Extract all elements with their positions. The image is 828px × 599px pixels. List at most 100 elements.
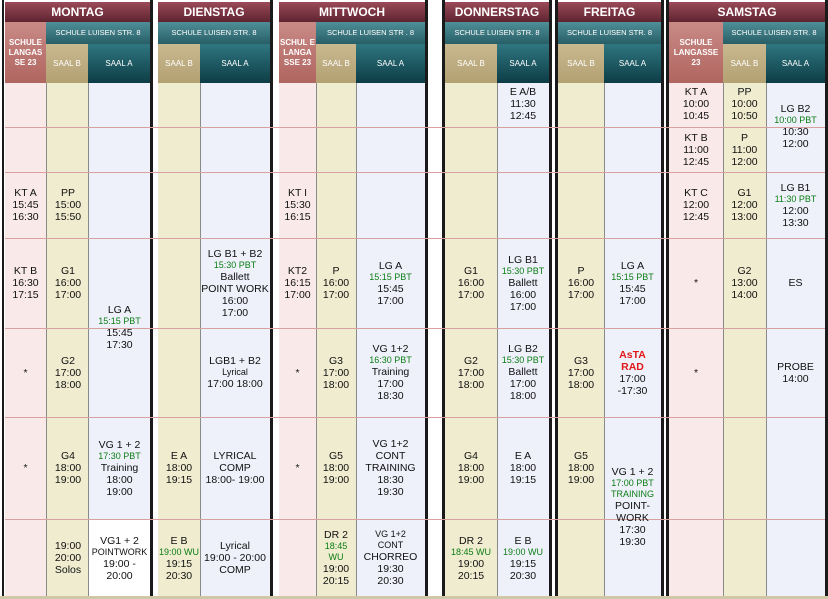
- entry-title: DR 2: [324, 529, 348, 541]
- schule-langasse-header: SCHUL E LANGA SSE 23: [279, 22, 316, 83]
- entry-text: 17:00: [509, 300, 537, 313]
- schedule-entry: E A 18:00 19:15: [158, 417, 200, 519]
- entry-text: 17:00: [377, 378, 404, 390]
- schule-langasse-column: SCHUL E LANGA SSE 23: [279, 22, 316, 597]
- entry-text: 18:00- 19:00: [205, 474, 265, 486]
- entry-title: LG B1: [508, 253, 538, 266]
- schedule-entry: *: [279, 417, 316, 519]
- entry-text: 10:30: [782, 126, 809, 138]
- entry-text: 19:00: [457, 474, 485, 486]
- entry-text: 11:00: [731, 143, 758, 156]
- day-separator: [661, 0, 664, 597]
- entry-text: 15:50: [54, 211, 82, 223]
- entry-text: G2: [463, 354, 478, 367]
- schule-luisen-header: SCHULE LUISEN STR. 8: [558, 22, 661, 44]
- saal-a-header: SAAL A: [604, 44, 661, 83]
- day-separator: [825, 0, 828, 597]
- schedule-entry: G3 17:00 18:00: [316, 328, 356, 417]
- column-divider: [497, 83, 498, 597]
- entry-text: *: [23, 462, 28, 474]
- entry-text: 15:45: [106, 327, 133, 339]
- entry-text: 19:00: [322, 563, 350, 575]
- entry-text: POINT-: [614, 500, 650, 512]
- entry-text: 17:00: [54, 366, 82, 379]
- day-header: DONNERSTAG: [445, 2, 549, 22]
- entry-text: CONT: [377, 540, 404, 550]
- schedule-entry: AsTA RAD 17:00 -17:30: [604, 328, 661, 417]
- entry-text: 17:00: [567, 366, 595, 379]
- schedule-entry: VG 1+2 CONT TRAINING 18:30 19:30: [356, 417, 425, 519]
- schedule-entry: P 16:00 17:00: [316, 238, 356, 328]
- entry-text: PP: [60, 187, 75, 199]
- entry-text: *: [295, 462, 300, 474]
- entry-text: 20:15: [457, 569, 485, 582]
- day-column-freitag: FREITAG SCHULE LUISEN STR. 8 SAAL B SAAL A: [558, 2, 661, 597]
- schedule-entry: G1 16:00 17:00: [47, 238, 89, 328]
- entry-text: *: [693, 366, 699, 379]
- entry-text: 12:00: [682, 199, 710, 211]
- entry-text: 18:00: [54, 462, 82, 474]
- entry-text: 17:00: [221, 306, 249, 319]
- schedule-entry: LG A 15:15 PBT 15:45 17:00: [356, 238, 425, 328]
- column-divider: [356, 83, 357, 597]
- entry-text: 18:00: [509, 390, 537, 402]
- entry-text: 18:00: [457, 378, 485, 391]
- entry-text: G2: [737, 265, 752, 277]
- saal-a-background: [497, 83, 549, 597]
- schedule-entry: *: [279, 328, 316, 417]
- entry-text: G3: [573, 354, 588, 367]
- entry-text: G4: [60, 450, 75, 462]
- entry-text: G3: [328, 354, 343, 367]
- schedule-entry: LG B1 11:30 PBT 12:00 13:30: [766, 172, 825, 238]
- entry-text: E A/B: [509, 86, 537, 98]
- schule-luisen-header: SCHULE LUISEN STR. 8: [445, 22, 549, 44]
- entry-text: P: [577, 265, 585, 277]
- entry-text: 17:30: [106, 339, 133, 351]
- entry-text: 18:00: [509, 462, 537, 474]
- entry-text: *: [693, 277, 699, 289]
- entry-text: KT I: [287, 187, 308, 199]
- schedule-entry: PROBE 14:00: [766, 328, 825, 417]
- entry-text: 17:15: [12, 289, 39, 301]
- schedule-entry: E B 19:00 WU 19:15 20:30: [497, 519, 549, 597]
- entry-warmup: 19:00 WU: [502, 546, 544, 557]
- day-header: FREITAG: [558, 2, 661, 22]
- entry-text: 18:00: [322, 378, 350, 391]
- entry-text: 17:00: [322, 366, 350, 379]
- entry-text: 20:30: [509, 569, 537, 582]
- entry-text: 12:45: [509, 110, 537, 122]
- schedule-entry: VG 1 + 2 17:30 PBT Training 18:00 19:00: [89, 417, 150, 519]
- schedule-entry: G3 17:00 18:00: [558, 328, 604, 417]
- saal-a-background: [88, 83, 150, 597]
- entry-text: -17:30: [617, 384, 648, 397]
- entry-text: CONT: [375, 450, 406, 462]
- entry-text: 11:00: [683, 143, 709, 156]
- entry-text: 13:00: [731, 277, 758, 289]
- entry-text: 12:00: [782, 204, 809, 217]
- day-separator: [425, 0, 428, 597]
- schedule-entry: G5 18:00 19:00: [316, 417, 356, 519]
- schule-luisen-header: SCHULE LUISEN STR . 8: [316, 22, 425, 44]
- entry-title: LG B2: [780, 103, 811, 115]
- entry-text: 18:00: [322, 462, 350, 474]
- row-divider: [5, 127, 825, 128]
- day-column-mittwoch: MITTWOCH SCHUL E LANGA SSE 23 SCHULE LUISE…: [279, 2, 425, 597]
- bottom-edge: [0, 596, 828, 599]
- entry-text: CHORREO: [363, 551, 418, 563]
- saal-a-header: SAAL A: [88, 44, 150, 83]
- entry-text: 15:45: [619, 282, 646, 295]
- entry-text: G1: [463, 265, 478, 277]
- column-divider: [604, 83, 605, 597]
- entry-subtitle: Lyrical: [222, 367, 248, 377]
- entry-text: 20:30: [377, 575, 404, 587]
- entry-text: 15:45: [12, 199, 39, 211]
- column-background: [5, 83, 46, 597]
- entry-text: 19:15: [165, 557, 193, 570]
- schedule-entry: KT C 12:00 12:45: [669, 172, 723, 238]
- entry-text: 17:00: [322, 289, 350, 301]
- schedule-entry: 19:00 20:00 Solos: [47, 519, 89, 597]
- entry-text: 16:00: [54, 277, 82, 289]
- saal-b-header: SAAL B: [445, 44, 497, 83]
- entry-title: LG B1 + B2: [207, 247, 263, 260]
- entry-warmup: 18:45 WU: [324, 541, 348, 562]
